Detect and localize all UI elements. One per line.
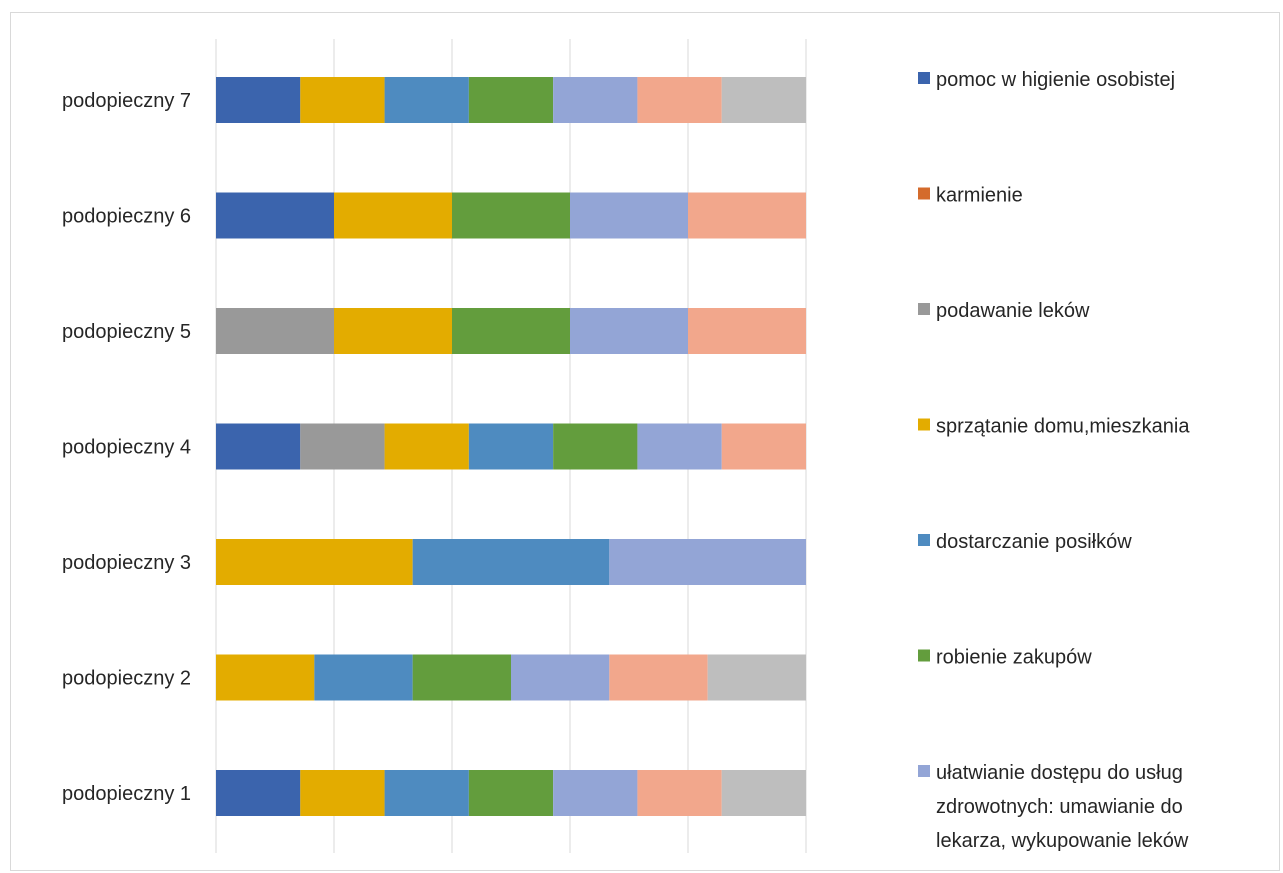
bar-segment-podopieczny-6-series-1 [216, 192, 334, 239]
bar-segment-podopieczny-6-series-8 [688, 192, 806, 239]
bar-segment-podopieczny-4-series-1 [216, 423, 301, 470]
legend-swatch [918, 303, 930, 315]
legend-label: ułatwianie dostępu do usług [936, 762, 1183, 784]
bar-segment-podopieczny-1-series-8 [637, 770, 722, 816]
legend-swatch [918, 72, 930, 84]
bar-segment-podopieczny-7-series-6 [468, 77, 554, 123]
bar-segment-podopieczny-7-series-1 [216, 77, 301, 123]
legend-swatch [918, 649, 930, 662]
bar-segment-podopieczny-5-series-3 [216, 308, 334, 354]
bar-segment-podopieczny-5-series-8 [688, 308, 806, 354]
legend-swatch [918, 187, 930, 200]
chart-frame: podopieczny 7 podopieczny 6 podopieczny 5 p… [10, 12, 1280, 871]
bar-segment-podopieczny-4-series-6 [553, 423, 638, 470]
bar-segment-podopieczny-4-series-8 [721, 423, 806, 470]
bar-segment-podopieczny-2-series-6 [412, 654, 511, 701]
bar-segment-podopieczny-3-series-4 [216, 539, 413, 585]
bar-segment-podopieczny-7-series-5 [384, 77, 469, 123]
legend-item-7: ułatwianie dostępu do usług zdrowotnych: … [918, 762, 1189, 852]
bar-segment-podopieczny-1-series-9 [721, 770, 806, 816]
bar-segment-podopieczny-2-series-5 [314, 654, 413, 701]
bar-segment-podopieczny-1-series-1 [216, 770, 301, 816]
category-labels: podopieczny 7 podopieczny 6 podopieczny 5 p… [62, 90, 191, 805]
legend-label: robienie zakupów [936, 647, 1092, 669]
category-label-podopieczny-4: podopieczny 4 [62, 437, 191, 459]
legend-item-2: karmienie [918, 185, 1023, 207]
legend-label: pomoc w higienie osobistej [936, 69, 1175, 91]
legend-label: karmienie [936, 185, 1023, 207]
legend-item-5: dostarczanie posiłków [918, 531, 1132, 553]
bar-segment-podopieczny-6-series-7 [570, 192, 688, 239]
legend-swatch [918, 418, 930, 431]
bar-segment-podopieczny-7-series-8 [637, 77, 722, 123]
legend-label: podawanie leków [936, 300, 1090, 322]
bar-segment-podopieczny-7-series-4 [300, 77, 385, 123]
bar-segment-podopieczny-4-series-5 [468, 423, 554, 470]
bar-segment-podopieczny-2-series-4 [216, 654, 315, 701]
bar-segment-podopieczny-7-series-7 [553, 77, 638, 123]
legend-swatch [918, 534, 930, 546]
legend-swatch [918, 765, 930, 777]
legend-label: sprzątanie domu,mieszkania [936, 416, 1190, 438]
stacked-bar-chart: podopieczny 7 podopieczny 6 podopieczny 5 p… [62, 39, 1190, 853]
bar-segment-podopieczny-1-series-5 [384, 770, 469, 816]
legend-label: lekarza, wykupowanie leków [936, 830, 1189, 852]
category-label-podopieczny-3: podopieczny 3 [62, 552, 191, 574]
bar-segment-podopieczny-2-series-9 [707, 654, 806, 701]
bars [216, 77, 806, 816]
bar-segment-podopieczny-4-series-7 [637, 423, 722, 470]
legend-item-3: podawanie leków [918, 300, 1090, 322]
bar-segment-podopieczny-4-series-3 [300, 423, 385, 470]
category-label-podopieczny-7: podopieczny 7 [62, 90, 191, 112]
category-label-podopieczny-2: podopieczny 2 [62, 668, 191, 690]
legend-item-1: pomoc w higienie osobistej [918, 69, 1175, 91]
bar-segment-podopieczny-5-series-6 [452, 308, 570, 354]
bar-segment-podopieczny-1-series-4 [300, 770, 385, 816]
legend-item-6: robienie zakupów [918, 647, 1092, 669]
legend-item-4: sprzątanie domu,mieszkania [918, 416, 1190, 438]
legend-label: dostarczanie posiłków [936, 531, 1132, 553]
bar-segment-podopieczny-4-series-4 [384, 423, 469, 470]
category-label-podopieczny-1: podopieczny 1 [62, 783, 191, 805]
bar-segment-podopieczny-5-series-7 [570, 308, 688, 354]
bar-segment-podopieczny-7-series-9 [721, 77, 806, 123]
bar-segment-podopieczny-1-series-6 [468, 770, 554, 816]
bar-segment-podopieczny-2-series-8 [609, 654, 708, 701]
bar-segment-podopieczny-6-series-6 [452, 192, 570, 239]
bar-segment-podopieczny-1-series-7 [553, 770, 638, 816]
category-label-podopieczny-5: podopieczny 5 [62, 321, 191, 343]
category-label-podopieczny-6: podopieczny 6 [62, 206, 191, 228]
legend: pomoc w higienie osobistej karmienie podaw… [918, 69, 1190, 852]
bar-segment-podopieczny-2-series-7 [511, 654, 610, 701]
bar-segment-podopieczny-3-series-5 [412, 539, 610, 585]
legend-label: zdrowotnych: umawianie do [936, 796, 1183, 818]
bar-segment-podopieczny-5-series-4 [334, 308, 452, 354]
bar-segment-podopieczny-6-series-4 [334, 192, 452, 239]
bar-segment-podopieczny-3-series-7 [609, 539, 806, 585]
